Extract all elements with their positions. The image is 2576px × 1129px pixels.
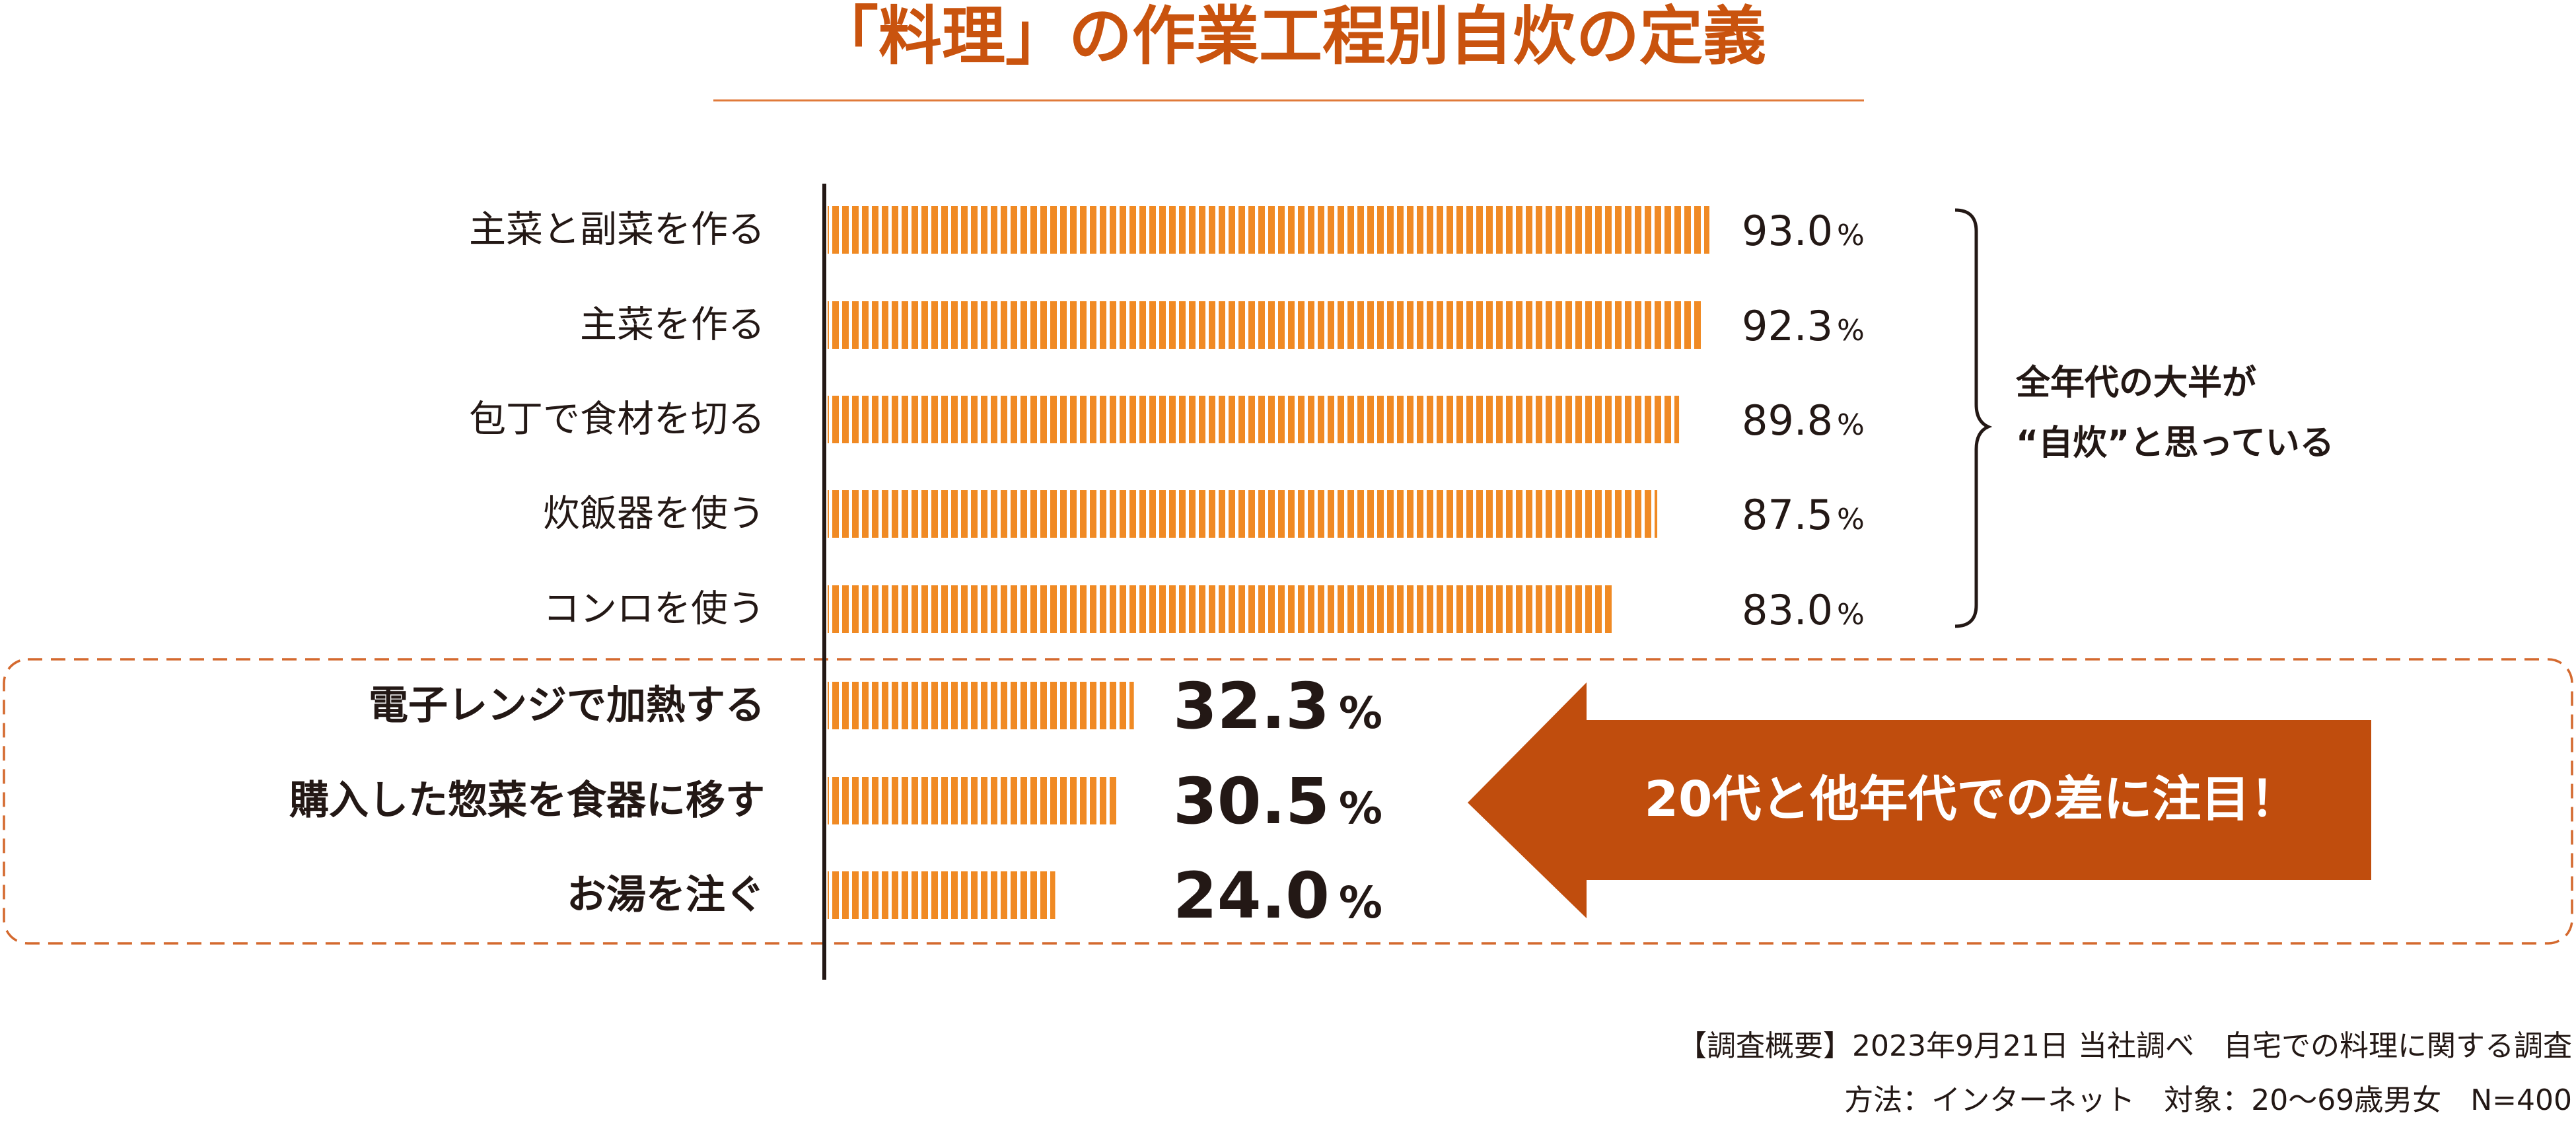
bar xyxy=(828,396,1680,443)
value-number: 92.3 xyxy=(1742,302,1833,350)
category-label: 包丁で食材を切る xyxy=(469,398,765,441)
value-unit: % xyxy=(1339,877,1382,928)
footnote-line1: 【調査概要】2023年9月21日 当社調べ 自宅での料理に関する調査 xyxy=(1678,1029,2572,1063)
category-label: 炊飯器を使う xyxy=(543,493,765,536)
value-number: 87.5 xyxy=(1742,491,1833,539)
value-unit: % xyxy=(1837,503,1865,536)
bar xyxy=(828,490,1658,538)
bracket-note-line2: “自炊”と思っている xyxy=(2016,423,2334,463)
value-label: 87.5% xyxy=(1742,491,1865,539)
value-number: 24.0 xyxy=(1173,859,1330,933)
bar xyxy=(828,777,1117,824)
chart-title: 「料理」の作業工程別自炊の定義 xyxy=(815,0,1766,73)
right-brace xyxy=(1954,208,1993,628)
value-number: 83.0 xyxy=(1742,586,1833,634)
callout-arrow xyxy=(1468,682,2371,918)
bar xyxy=(828,585,1615,633)
value-label: 24.0% xyxy=(1173,859,1382,933)
value-unit: % xyxy=(1339,783,1382,834)
value-labels: 93.0 %92.3 %89.8 %87.5 %83.0 %32.3 %30.5 %24.0% xyxy=(1173,207,1865,933)
value-unit: % xyxy=(1837,408,1865,442)
value-label: 30.5% xyxy=(1173,764,1382,838)
footnote-line2: 方法：インターネット 対象：20～69歳男女 N=400 xyxy=(1844,1083,2572,1117)
callout-text: 20代と他年代での差に注目！ xyxy=(1645,771,2299,828)
bracket-note-line1: 全年代の大半が xyxy=(2015,363,2256,403)
value-label: 93.0% xyxy=(1742,207,1865,255)
value-unit: % xyxy=(1837,314,1865,347)
category-label: コンロを使う xyxy=(543,588,765,631)
value-number: 32.3 xyxy=(1173,669,1330,743)
bar xyxy=(828,871,1055,919)
category-label: 購入した惣菜を食器に移す xyxy=(289,778,765,824)
value-label: 83.0% xyxy=(1742,586,1865,634)
bar xyxy=(828,682,1134,729)
value-unit: % xyxy=(1837,219,1865,252)
category-label: お湯を注ぐ xyxy=(567,872,765,918)
value-label: 32.3% xyxy=(1173,669,1382,743)
value-number: 93.0 xyxy=(1742,207,1833,255)
value-unit: % xyxy=(1339,688,1382,739)
category-label: 主菜を作る xyxy=(580,304,765,347)
category-labels: 主菜と副菜を作る主菜を作る包丁で食材を切る炊飯器を使うコンロを使う電子レンジで加… xyxy=(289,209,765,919)
bar xyxy=(828,301,1703,349)
bar xyxy=(828,206,1709,254)
value-number: 30.5 xyxy=(1173,764,1330,838)
category-label: 電子レンジで加熱する xyxy=(369,682,765,729)
value-label: 92.3% xyxy=(1742,302,1865,350)
category-label: 主菜と副菜を作る xyxy=(469,209,765,252)
value-number: 89.8 xyxy=(1742,396,1833,445)
highlight-box xyxy=(3,658,2573,945)
value-unit: % xyxy=(1837,598,1865,632)
value-label: 89.8% xyxy=(1742,396,1865,445)
bars xyxy=(828,206,1709,919)
